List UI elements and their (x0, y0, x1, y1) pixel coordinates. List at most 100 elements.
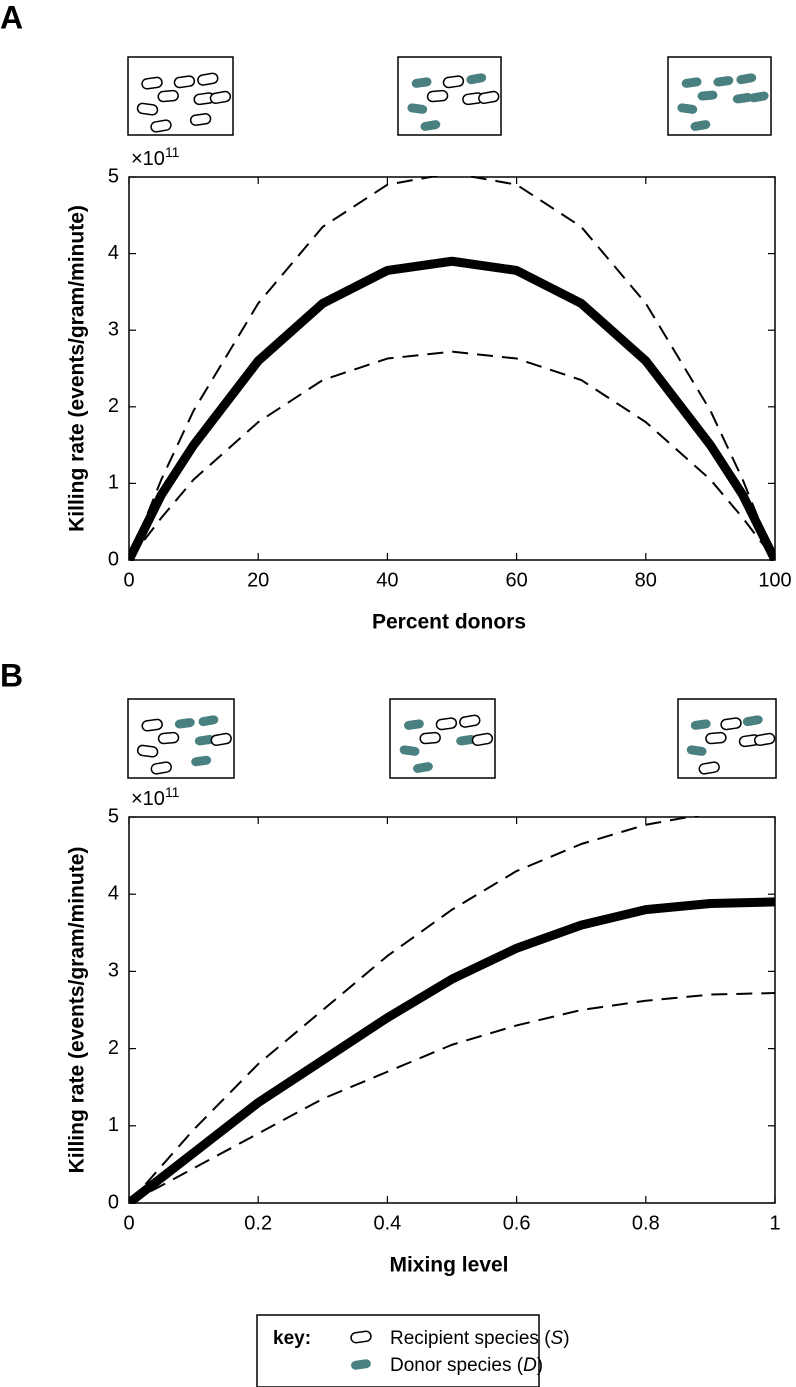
y-tick-label: 2 (108, 395, 119, 417)
key-title: key: (273, 1328, 311, 1349)
donor-cell (732, 92, 753, 104)
y-tick-label: 1 (108, 472, 119, 494)
donor-cell (413, 762, 433, 773)
recipient-cell (419, 731, 441, 745)
recipient-cell (136, 744, 159, 758)
chart-panel: A 0 20 40 60 80 100 0 1 2 3 4 5 ×1011 Percent donors Ki… (0, 0, 792, 634)
donor-cell (350, 1359, 371, 1370)
x-tick-label: 40 (376, 569, 398, 591)
recipient-cell (698, 761, 720, 775)
recipient-cell (478, 90, 500, 105)
key-box (256, 1314, 540, 1387)
key-text: Donor species ( (390, 1355, 524, 1376)
y-tick-label: 5 (108, 805, 119, 827)
x-axis-label: Mixing level (389, 1254, 508, 1277)
multiplier-exponent: 11 (165, 144, 180, 160)
recipient-cell (209, 90, 232, 105)
recipient-cell (136, 102, 159, 116)
chart-panel: B 0 0.2 0.4 0.6 0.8 1 0 1 2 3 4 5 ×1011 Mixing level Ki… (0, 657, 781, 1276)
y-tick-label: 5 (108, 165, 119, 187)
x-tick-label: 80 (635, 569, 657, 591)
recipient-cell (173, 75, 196, 89)
recipient-cell (753, 732, 776, 747)
donor-cell (742, 715, 763, 727)
key-label: Donor species (D) (390, 1355, 543, 1376)
donor-cell (681, 77, 702, 88)
cell-diagram (667, 56, 772, 136)
data-line (129, 897, 775, 1204)
donor-cell (690, 120, 711, 131)
x-tick-label: 1 (769, 1212, 780, 1234)
recipient-cell (705, 731, 727, 745)
recipient-cell (459, 714, 481, 728)
recipient-cell (150, 119, 172, 133)
recipient-cell (720, 717, 742, 731)
y-axis-label: Killing rate (events/gram/minute) (66, 205, 89, 532)
recipient-cell (442, 75, 465, 89)
donor-cell (194, 734, 215, 746)
cell-diagram (389, 698, 496, 779)
recipient-cell (435, 717, 458, 731)
key-label: Recipient species (S) (390, 1328, 570, 1349)
donor-cell (191, 755, 212, 767)
multiplier-base: ×10 (131, 788, 165, 810)
donor-cell (420, 120, 441, 131)
bound-line (129, 816, 701, 1204)
recipient-cell (157, 731, 180, 745)
recipient-cell (197, 72, 219, 86)
key-symbol: D (523, 1355, 537, 1376)
key: key: Recipient species (S) Donor species… (256, 1314, 570, 1387)
y-tick-label: 1 (108, 1114, 119, 1136)
y-axis-label: Killing rate (events/gram/minute) (66, 847, 89, 1174)
x-tick-label: 0.2 (244, 1212, 272, 1234)
data-line (129, 256, 775, 561)
recipient-cell (350, 1330, 372, 1344)
donor-cell (403, 719, 424, 730)
y-tick-label: 0 (108, 1191, 119, 1213)
donor-cell (407, 103, 428, 114)
x-tick-label: 60 (505, 569, 527, 591)
recipient-cell (210, 732, 232, 747)
donor-cell (466, 73, 487, 85)
donor-cell (456, 734, 477, 746)
multiplier-base: ×10 (131, 148, 165, 170)
recipient-cell (150, 761, 172, 775)
cell-diagram (677, 698, 777, 779)
donor-cell (198, 715, 219, 727)
x-tick-label: 0.4 (373, 1212, 401, 1234)
panel-label: B (0, 657, 23, 693)
donor-cell (697, 90, 718, 101)
y-tick-label: 0 (108, 548, 119, 570)
donor-cell (399, 745, 420, 756)
recipient-cell (141, 718, 163, 732)
recipient-cell (189, 113, 212, 126)
x-tick-label: 0 (123, 1212, 134, 1234)
bound-line (129, 350, 775, 561)
donor-cell (174, 718, 195, 729)
key-text: ) (537, 1355, 543, 1376)
x-axis-label: Percent donors (372, 611, 526, 634)
y-multiplier: ×1011 (131, 784, 180, 811)
x-tick-label: 0.8 (632, 1212, 660, 1234)
cell-diagram (127, 698, 235, 779)
bound-line (129, 992, 775, 1204)
key-symbol: S (551, 1328, 564, 1349)
donor-cell (748, 91, 769, 103)
donor-cell (736, 73, 757, 85)
x-tick-label: 20 (247, 569, 269, 591)
donor-cell (690, 719, 711, 730)
recipient-cell (471, 732, 494, 747)
plot-frame (128, 816, 776, 1204)
y-tick-label: 2 (108, 1037, 119, 1059)
donor-cell (411, 77, 432, 88)
panel-label: A (0, 0, 23, 35)
key-text: Recipient species ( (390, 1328, 551, 1349)
multiplier-exponent: 11 (165, 784, 180, 800)
recipient-cell (426, 89, 449, 103)
cell-diagram (127, 56, 234, 136)
y-tick-label: 3 (108, 960, 119, 982)
y-tick-label: 3 (108, 318, 119, 340)
y-multiplier: ×1011 (131, 144, 180, 171)
cell-box (127, 698, 235, 779)
